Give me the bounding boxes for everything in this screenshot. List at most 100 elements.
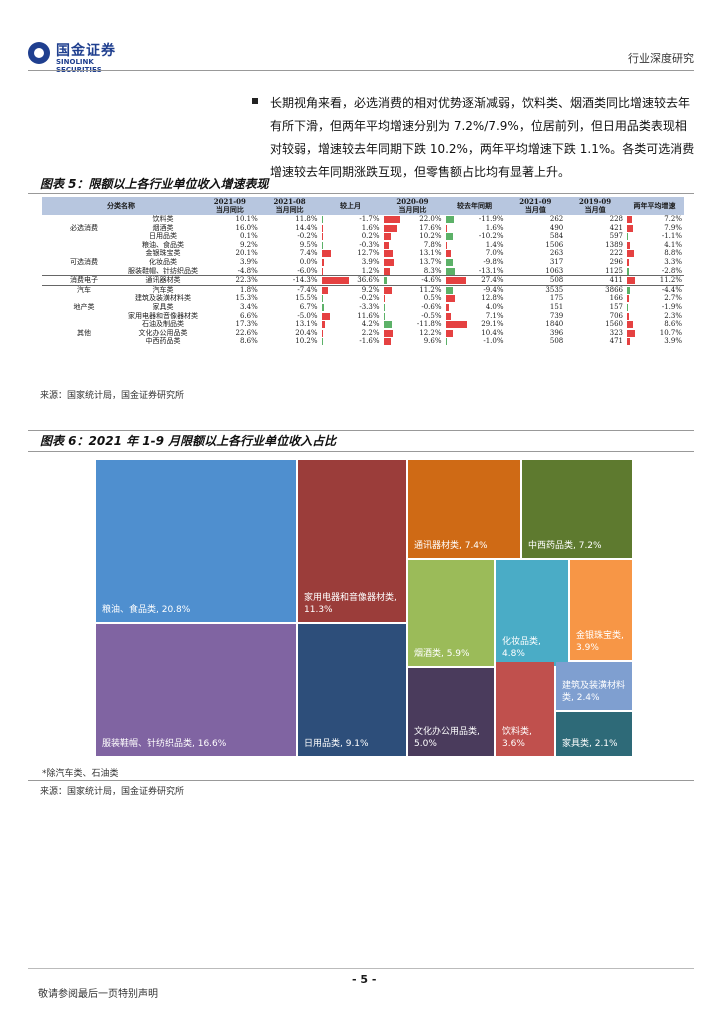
row-item: 金银珠宝类 [145,249,181,258]
data-bar [383,258,394,266]
cell-two-year-avg: 3.9% [625,337,684,346]
row-group [42,249,126,258]
cell-c: 1.6% [320,224,382,233]
fig6-title: 图表 6：2021 年 1-9 月限额以上各行业单位收入占比 [40,434,337,448]
cell-2021-09: 15.3% [235,294,258,303]
cell-d: -11.8% [382,320,444,329]
cell-e: 7.1% [444,312,506,321]
header-2020-09: 2020-09 当月同比 [381,197,444,215]
data-bar [383,250,394,258]
cell-value-2021: 175 [549,294,564,303]
treemap-label: 服装鞋帽、针纺织品类, 16.6% [102,739,227,749]
row-group [42,320,126,329]
row-group: 汽车 [77,285,91,294]
cell-c: 3.9% [320,258,382,267]
treemap-block: 家用电器和音像器材类, 11.3% [298,460,406,622]
cell-value-2021: 1063 [545,266,564,275]
cell-value-2019: 296 [609,257,623,266]
data-bar [445,321,468,329]
cell-d: 13.1% [382,249,444,258]
data-bar [445,241,447,249]
data-bar [445,216,455,223]
row-group [42,232,126,241]
row-group: 其他 [77,328,91,337]
cell-value-2019: 1389 [605,240,623,249]
cell-c: 2.2% [320,329,382,338]
header-2021-09: 2021-09 当月同比 [200,197,260,215]
cell-d: 0.5% [383,294,442,303]
row-group: 消费电子 [70,276,98,285]
cell-c: -0.2% [321,294,380,303]
cell-2021-09: 0.1% [239,232,258,241]
cell-2021-09: 8.6% [239,337,258,346]
treemap-block: 化妆品类, 4.8% [496,560,568,666]
cell-c: -0.3% [321,240,380,249]
treemap-label: 烟酒类, 5.9% [414,649,470,659]
cell-e: 29.1% [444,320,506,329]
cell-value-2021: 739 [549,311,564,320]
treemap-block: 建筑及装潢材料类, 2.4% [556,662,632,710]
table-row: 汽车 汽车类 1.8% -7.4% 9.2% 11.2% -9.4% 3535 3866 -4.4… [42,285,684,294]
cell-2021-09: 22.3% [235,276,258,285]
cell-value-2021: 263 [549,249,564,258]
cell-2021-09: 10.1% [235,215,258,223]
cell-2021-08: 0.0% [299,257,318,266]
cell-value-2019: 166 [609,294,623,303]
cell-two-year-avg: 3.3% [625,258,684,267]
table-row: 日用品类 0.1% -0.2% 0.2% 10.2% -10.2% 584 597 -1.1% [42,232,684,241]
data-bar [383,216,400,223]
header-two-year-avg: 两年平均增速 [625,197,684,215]
treemap-label: 化妆品类, 4.8% [502,637,541,659]
cell-2021-08: 15.5% [295,294,318,303]
data-bar [445,224,447,232]
row-group [42,312,126,321]
cell-2021-08: 9.5% [299,240,318,249]
row-group [42,294,126,303]
cell-value-2019: 597 [609,232,623,241]
data-bar [445,303,449,311]
cell-value-2019: 421 [609,223,623,232]
cell-2021-08: 10.2% [295,337,318,346]
cell-value-2019: 471 [609,337,623,346]
cell-two-year-avg: 7.2% [625,215,684,224]
data-bar [445,250,451,258]
data-bar [445,312,451,320]
disclaimer-text: 敬请参阅最后一页特别声明 [38,989,158,1000]
cell-e: -9.8% [444,258,506,267]
cell-2021-08: -0.2% [297,232,318,241]
fig5-divider [28,193,694,194]
cell-value-2019: 1560 [605,320,623,329]
data-bar [383,224,397,232]
data-bar [445,329,454,337]
cell-2021-09: 22.6% [235,328,258,337]
data-bar [445,258,453,266]
row-item: 烟酒类 [152,223,174,232]
cell-d: 9.6% [382,337,444,346]
company-logo: 国金证券 SINOLINK SECURITIES [28,40,138,74]
cell-value-2019: 323 [609,328,623,337]
header-value-2019: 2019-09 当月值 [565,197,625,215]
cell-value-2019: 157 [609,302,623,311]
data-bar [445,286,453,294]
cell-two-year-avg: 7.9% [625,224,684,233]
cell-e: -13.1% [444,267,506,276]
row-item: 日用品类 [149,232,177,241]
data-bar [321,286,329,294]
data-bar [627,295,630,303]
row-item: 家具类 [152,302,174,311]
data-bar [627,224,633,232]
data-bar [627,303,629,311]
data-bar [321,216,323,223]
row-item: 粮油、食品类 [142,240,184,249]
cell-2021-08: 7.4% [299,249,318,258]
row-group: 可选消费 [70,257,98,266]
table-row: 中西药品类 8.6% 10.2% -1.6% 9.6% -1.0% 508 471 3.9% [42,337,684,346]
cell-value-2019: 706 [609,311,623,320]
cell-2021-08: 11.8% [295,215,318,223]
cell-two-year-avg: -1.9% [625,303,684,312]
table-row: 饮料类 10.1% 11.8% -1.7% 22.0% -11.9% 262 228 7.2% [42,215,684,224]
data-bar [627,286,631,294]
data-bar [445,338,447,346]
data-bar [383,277,387,285]
cell-e: 12.8% [444,294,506,303]
